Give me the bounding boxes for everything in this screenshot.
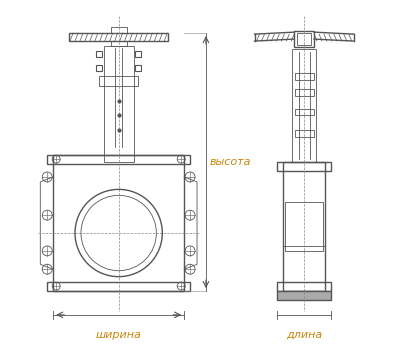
Text: высота: высота [210,157,252,167]
Bar [277,282,331,291]
Bar [295,89,314,95]
Bar [277,162,331,171]
Bar [295,109,314,116]
Bar [47,282,190,291]
Bar [292,49,316,162]
Bar [283,246,325,291]
Text: длина: длина [286,330,322,340]
Bar [283,162,325,291]
Bar [111,41,126,46]
Bar [297,33,311,45]
Text: ширина: ширина [96,330,142,340]
Bar [285,202,323,251]
Bar [69,33,168,41]
Bar [99,76,138,86]
Bar [104,46,134,162]
Bar [53,155,184,291]
Bar [277,291,331,300]
Bar [295,73,314,80]
Bar [111,27,126,33]
Bar [294,31,314,47]
Bar [47,155,190,164]
Bar [295,130,314,137]
